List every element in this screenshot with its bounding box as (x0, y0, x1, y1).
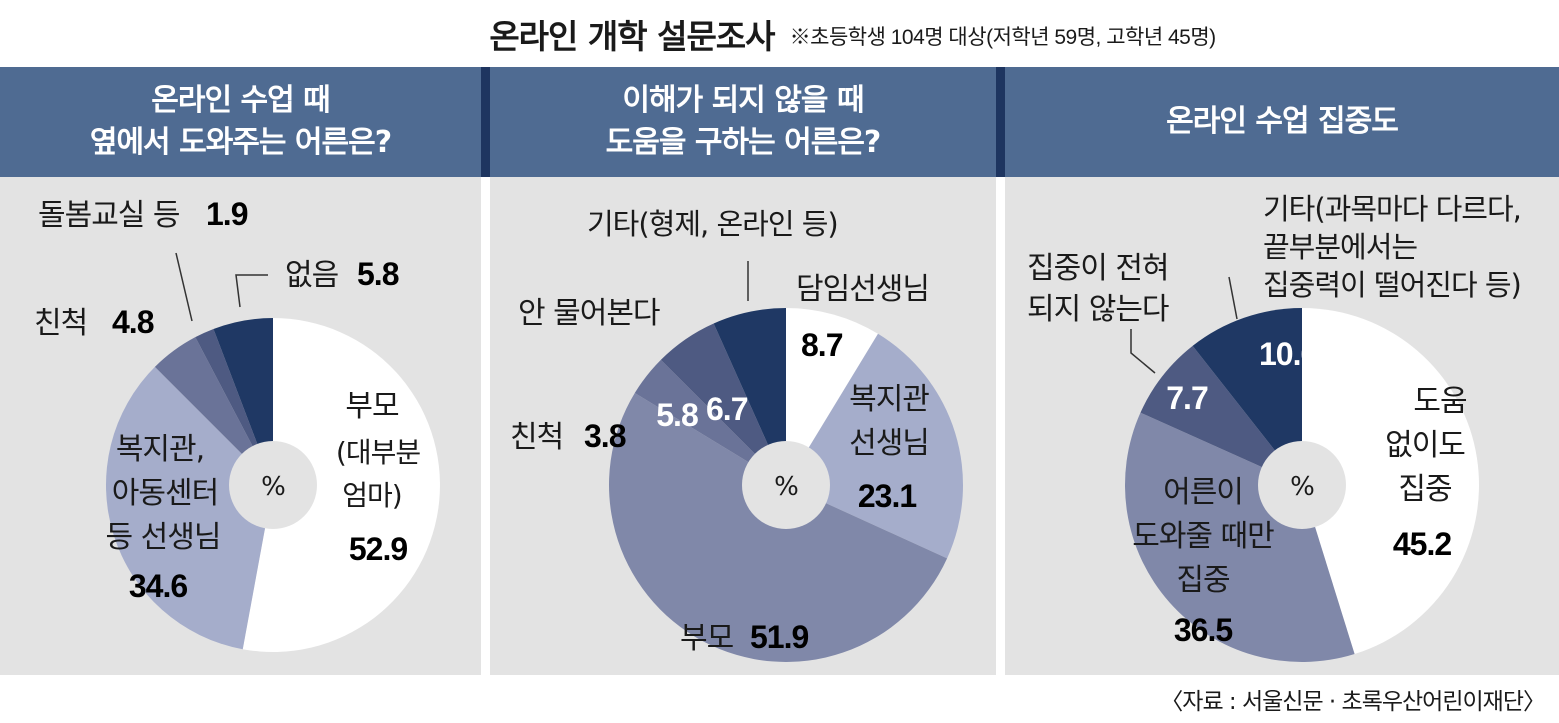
slice-label-teacher: 등 선생님 (106, 520, 221, 555)
slice-label-other: 기타(과목마다 다르다, (1263, 192, 1521, 226)
slice-label-teacher: 복지관, (116, 432, 204, 467)
pie-slice (105, 366, 273, 650)
slice-label-other: 기타(형제, 온라인 등) (587, 207, 838, 241)
leader-line (175, 252, 193, 322)
pie-slice (1302, 308, 1480, 655)
slice-label-parent-note: 엄마) (342, 479, 401, 512)
pie-slice (1192, 308, 1302, 485)
slice-value-notatall: 7.7 (1166, 380, 1208, 416)
pie-slice (242, 318, 440, 652)
slice-label-notatall: 집중이 전혀 (1027, 251, 1169, 286)
slices (105, 318, 440, 652)
pie-slice (786, 333, 964, 559)
slices (1124, 308, 1480, 663)
slice-label-notatall: 되지 않는다 (1027, 292, 1169, 327)
slice-label-care: 돌봄교실 등 (38, 198, 180, 233)
panel-title-line: 온라인 수업 집중도 (1166, 104, 1399, 139)
source-credit: 〈자료 : 서울신문 · 초록우산어린이재단〉 (1160, 689, 1546, 715)
chart-title: 온라인 개학 설문조사 (489, 17, 775, 56)
pie-slice (634, 359, 786, 485)
title-row: 온라인 개학 설문조사 ※초등학생 104명 대상(저학년 59명, 고학년 4… (0, 0, 1559, 58)
panel-header: 온라인 수업 집중도 (1005, 67, 1559, 177)
panel-title-line: 온라인 수업 때 (151, 83, 330, 118)
slice-label-teacher: 아동센터 (112, 476, 218, 511)
center-unit: % (261, 472, 285, 502)
panel-title-line: 옆에서 도와주는 어른은? (89, 125, 392, 160)
pie-slice (786, 308, 879, 485)
slice-label-parent-note: (대부분 (336, 436, 420, 469)
slice-label-parent: 부모 (680, 621, 734, 656)
slice-label-other: 집중력이 떨어진다 등) (1263, 268, 1521, 302)
panel-helper-during-class: 온라인 수업 때 옆에서 도와주는 어른은? % 부모 (대부분 엄마) 52.… (0, 67, 481, 675)
slice-value-other: 6.7 (706, 391, 748, 427)
center-unit: % (1290, 472, 1314, 502)
slice-value-teacher: 34.6 (129, 568, 187, 604)
slice-label-homeroom: 담임선생님 (796, 272, 929, 307)
slice-label-helped: 도와줄 때만 (1132, 519, 1274, 554)
slice-label-other: 끝부분에서는 (1263, 230, 1417, 264)
slice-label-welfare: 선생님 (849, 426, 929, 461)
pie-slice (213, 318, 273, 485)
pie-slice (1140, 345, 1302, 485)
slice-label-relative: 친척 (510, 420, 563, 455)
donut-hole (229, 441, 317, 529)
center-unit: % (774, 472, 798, 502)
pie-slice (154, 337, 273, 485)
donut-hole (1258, 441, 1346, 529)
slice-value-other: 10.6 (1259, 336, 1317, 372)
pie-slice (1124, 412, 1355, 663)
panel-title-line: 이해가 되지 않을 때 (622, 83, 864, 118)
slice-value-relative: 3.8 (584, 418, 626, 454)
header-divider (481, 67, 490, 177)
pie-chart-1: % 부모 (대부분 엄마) 52.9 복지관, 아동센터 등 선생님 34.6 … (34, 196, 440, 652)
slice-value-relative: 4.8 (112, 304, 154, 340)
leader-line (1130, 329, 1156, 374)
chart-subtitle: ※초등학생 104명 대상(저학년 59명, 고학년 45명) (789, 26, 1217, 49)
slice-label-noask: 안 물어본다 (518, 296, 660, 331)
slice-value-care: 1.9 (206, 196, 248, 232)
slice-value-parent: 51.9 (750, 619, 808, 655)
slice-label-self: 집중 (1398, 472, 1451, 507)
leader-line (1228, 276, 1238, 320)
slices (609, 308, 964, 662)
pie-slice (713, 308, 786, 485)
pie-slice (660, 323, 786, 485)
slice-value-self: 45.2 (1393, 526, 1451, 562)
donut-hole (742, 441, 830, 529)
slice-label-helped: 집중 (1176, 563, 1229, 598)
pie-chart-2: % 기타(형제, 온라인 등) 담임선생님 8.7 복지관 선생님 23.1 6… (510, 207, 964, 662)
panel-who-to-ask: 이해가 되지 않을 때 도움을 구하는 어른은? % 기타(형제, 온라인 등)… (490, 67, 996, 675)
panel-title-line: 도움을 구하는 어른은? (605, 125, 882, 160)
slice-label-self: 도움 (1413, 384, 1466, 419)
panel-header: 온라인 수업 때 옆에서 도와주는 어른은? (0, 67, 481, 177)
slice-value-homeroom: 8.7 (801, 327, 843, 363)
slice-value-helped: 36.5 (1174, 612, 1232, 648)
slice-label-welfare: 복지관 (849, 382, 929, 417)
slice-value-parent: 52.9 (349, 531, 407, 567)
panel-header: 이해가 되지 않을 때 도움을 구하는 어른은? (490, 67, 996, 177)
leader-line (235, 274, 268, 308)
slice-label-self: 없이도 (1385, 428, 1465, 463)
slice-value-welfare: 23.1 (858, 478, 916, 514)
slice-label-parent: 부모 (345, 389, 399, 424)
slice-label-helped: 어른이 (1163, 475, 1243, 510)
slice-label-none: 없음 (285, 258, 338, 293)
header-divider (996, 67, 1005, 177)
slice-label-relative: 친척 (34, 306, 87, 341)
panel-focus-level: 온라인 수업 집중도 % 기타(과목마다 다르다, 끝부분에서는 집중력이 떨어… (1005, 67, 1559, 675)
pie-chart-3: % 기타(과목마다 다르다, 끝부분에서는 집중력이 떨어진다 등) 집중이 전… (1027, 192, 1522, 663)
slice-value-noask: 5.8 (656, 397, 698, 433)
slice-value-none: 5.8 (357, 256, 399, 292)
